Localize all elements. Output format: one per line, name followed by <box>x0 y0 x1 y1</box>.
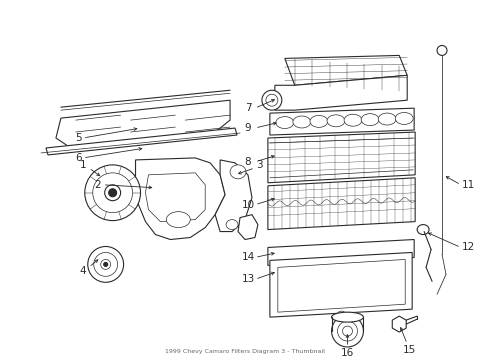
Ellipse shape <box>265 94 277 106</box>
Ellipse shape <box>262 90 281 110</box>
Ellipse shape <box>87 247 123 282</box>
Ellipse shape <box>108 189 117 197</box>
Text: 4: 4 <box>80 266 86 276</box>
Polygon shape <box>269 252 411 317</box>
Ellipse shape <box>377 113 395 125</box>
Text: 13: 13 <box>241 274 254 284</box>
Ellipse shape <box>436 45 446 55</box>
Polygon shape <box>46 128 237 155</box>
Text: 7: 7 <box>244 103 251 113</box>
Ellipse shape <box>275 117 293 129</box>
Polygon shape <box>267 132 414 183</box>
Polygon shape <box>145 173 205 222</box>
Ellipse shape <box>229 165 245 179</box>
Ellipse shape <box>361 114 378 126</box>
Text: 9: 9 <box>244 123 251 133</box>
Polygon shape <box>238 215 257 239</box>
Ellipse shape <box>94 252 118 276</box>
Text: 15: 15 <box>402 345 415 355</box>
Polygon shape <box>274 75 407 110</box>
Text: 10: 10 <box>241 200 254 210</box>
Ellipse shape <box>101 260 110 269</box>
Polygon shape <box>135 158 224 239</box>
Polygon shape <box>284 55 407 85</box>
Polygon shape <box>215 160 251 231</box>
Polygon shape <box>269 108 413 135</box>
Text: 12: 12 <box>461 243 474 252</box>
Ellipse shape <box>344 114 361 126</box>
Text: 5: 5 <box>75 133 82 143</box>
Ellipse shape <box>394 112 412 125</box>
Text: 11: 11 <box>461 180 474 190</box>
Ellipse shape <box>104 185 121 201</box>
Polygon shape <box>277 260 405 312</box>
Ellipse shape <box>337 311 345 317</box>
Ellipse shape <box>342 326 352 336</box>
Text: 8: 8 <box>244 157 251 167</box>
Text: 1: 1 <box>80 160 86 170</box>
Text: 16: 16 <box>340 348 353 358</box>
Ellipse shape <box>416 225 428 234</box>
Text: 14: 14 <box>241 252 254 262</box>
Polygon shape <box>267 178 414 230</box>
Ellipse shape <box>225 220 238 230</box>
Polygon shape <box>391 316 406 332</box>
Ellipse shape <box>326 115 344 127</box>
Ellipse shape <box>93 173 132 213</box>
Ellipse shape <box>103 262 107 266</box>
Ellipse shape <box>337 321 357 341</box>
Text: 6: 6 <box>75 153 82 163</box>
Text: 3: 3 <box>256 160 263 170</box>
Polygon shape <box>56 100 229 148</box>
Text: 1999 Chevy Camaro Filters Diagram 3 - Thumbnail: 1999 Chevy Camaro Filters Diagram 3 - Th… <box>164 349 324 354</box>
Ellipse shape <box>331 312 363 322</box>
Polygon shape <box>267 239 413 265</box>
Ellipse shape <box>309 116 327 127</box>
Text: 2: 2 <box>94 180 101 190</box>
Ellipse shape <box>84 165 140 221</box>
Ellipse shape <box>331 315 363 347</box>
Ellipse shape <box>166 212 190 228</box>
Ellipse shape <box>292 116 310 128</box>
